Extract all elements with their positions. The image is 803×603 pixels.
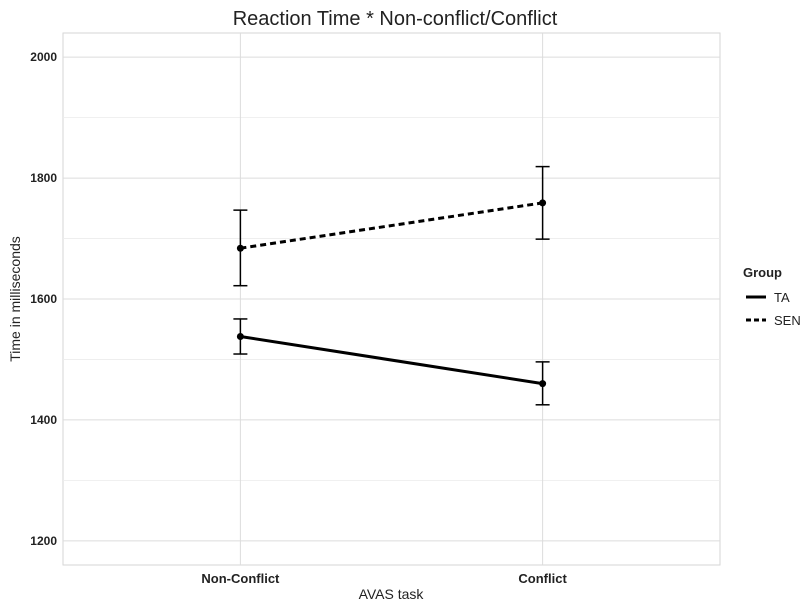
x-tick-label: Non-Conflict <box>201 571 280 586</box>
x-axis-tick-labels: Non-Conflict Conflict <box>201 571 567 586</box>
legend: Group TA SEN <box>743 265 801 328</box>
y-axis-tick-labels: 1200 1400 1600 1800 2000 <box>30 50 57 548</box>
data-point <box>539 199 547 207</box>
y-tick-label: 1600 <box>30 292 57 306</box>
legend-title: Group <box>743 265 782 280</box>
legend-label-ta: TA <box>774 290 790 305</box>
y-tick-label: 1400 <box>30 413 57 427</box>
x-axis-title: AVAS task <box>359 586 425 602</box>
data-point <box>236 244 244 252</box>
y-tick-label: 1200 <box>30 534 57 548</box>
series-line <box>240 201 543 250</box>
series-ta <box>233 318 550 406</box>
x-tick-label: Conflict <box>518 571 567 586</box>
series-line <box>240 334 543 386</box>
major-gridlines <box>63 33 720 565</box>
y-axis-title: Time in milliseconds <box>7 236 23 362</box>
y-tick-label: 2000 <box>30 50 57 64</box>
data-point <box>236 332 244 340</box>
data-point <box>539 380 547 388</box>
chart-title: Reaction Time * Non-conflict/Conflict <box>233 8 558 30</box>
series-sen <box>233 165 550 287</box>
series-layer <box>233 165 550 406</box>
legend-label-sen: SEN <box>774 313 801 328</box>
y-tick-label: 1800 <box>30 171 57 185</box>
